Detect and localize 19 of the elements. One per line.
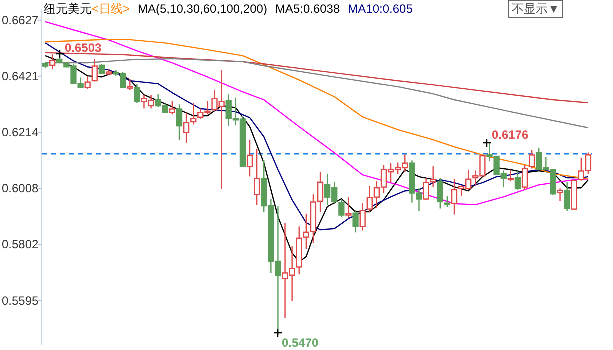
annotation: 0.6503 — [65, 41, 102, 55]
y-tick-label: 0.5595 — [2, 294, 40, 308]
legend-title: MA(5,10,30,60,100,200) — [138, 2, 268, 16]
legend-item: MA10:0.605 — [348, 2, 413, 16]
annotation: 0.6176 — [482, 128, 529, 148]
annotation: 0.5470 — [273, 328, 319, 350]
y-tick-label: 0.6627 — [2, 13, 40, 28]
y-tick-label: 0.6214 — [2, 126, 40, 140]
annotation: 0.6503 — [55, 41, 102, 59]
annotation: 不显示▼ — [512, 2, 560, 16]
y-tick-label: 0.5802 — [2, 238, 40, 252]
y-tick-label: 0.6421 — [2, 69, 40, 84]
subtitle: <日线> — [92, 2, 130, 16]
legend-item: MA5:0.6038 — [275, 2, 340, 16]
annotation: 0.5470 — [282, 336, 320, 350]
y-tick-label: 0.6008 — [2, 182, 40, 196]
annotation: 0.6176 — [492, 128, 530, 142]
title: 纽元美元 — [44, 2, 92, 16]
control: 不显示▼ — [508, 0, 564, 18]
